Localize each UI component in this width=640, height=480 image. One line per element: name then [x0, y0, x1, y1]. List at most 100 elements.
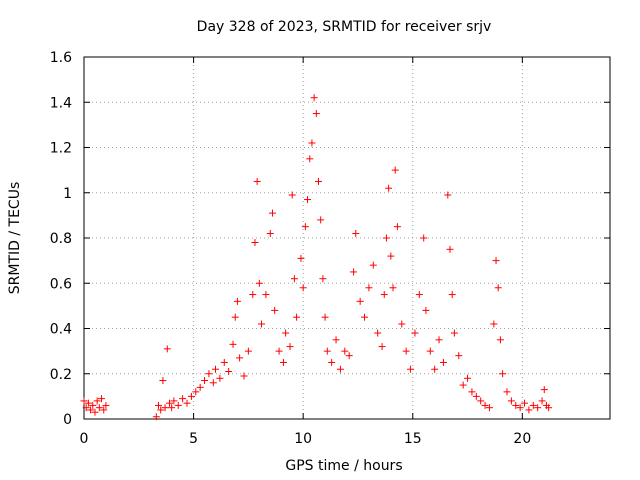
- data-point: [380, 291, 388, 299]
- data-point: [165, 399, 173, 407]
- data-point: [271, 306, 279, 314]
- data-point: [540, 386, 548, 394]
- data-point: [512, 401, 520, 409]
- data-point: [382, 234, 390, 242]
- y-tick-label: 0.6: [50, 276, 72, 292]
- data-point: [545, 404, 553, 412]
- data-point: [398, 320, 406, 328]
- data-point: [205, 370, 213, 378]
- data-point: [229, 340, 237, 348]
- data-point: [525, 406, 533, 414]
- data-point: [341, 347, 349, 355]
- data-point: [407, 365, 415, 373]
- data-point: [187, 392, 195, 400]
- data-point: [192, 388, 200, 396]
- data-point: [521, 399, 529, 407]
- data-point: [391, 166, 399, 174]
- data-point: [251, 239, 259, 247]
- chart-title: Day 328 of 2023, SRMTID for receiver srj…: [197, 19, 492, 35]
- data-point: [439, 358, 447, 366]
- data-point: [98, 395, 106, 403]
- data-point: [266, 229, 274, 237]
- data-point: [374, 329, 382, 337]
- x-tick-label: 15: [404, 431, 422, 447]
- data-point: [503, 388, 511, 396]
- data-point: [312, 110, 320, 118]
- y-tick-label: 0: [63, 412, 72, 428]
- data-point: [308, 139, 316, 147]
- x-axis-ticks: 0 5 10 15 20: [80, 57, 531, 447]
- data-point: [301, 223, 309, 231]
- data-point: [369, 261, 377, 269]
- data-point: [481, 401, 489, 409]
- data-point: [352, 229, 360, 237]
- data-point: [485, 404, 493, 412]
- data-point: [385, 184, 393, 192]
- data-point: [306, 155, 314, 163]
- data-point: [496, 336, 504, 344]
- data-point: [499, 370, 507, 378]
- data-point: [91, 408, 99, 416]
- data-point: [529, 401, 537, 409]
- data-point: [233, 297, 241, 305]
- data-points: [80, 94, 553, 421]
- data-point: [317, 216, 325, 224]
- data-point: [310, 94, 318, 102]
- data-point: [249, 291, 257, 299]
- data-point: [236, 354, 244, 362]
- data-point: [492, 257, 500, 265]
- data-point: [332, 336, 340, 344]
- data-point: [80, 397, 88, 405]
- data-point: [244, 347, 252, 355]
- data-point: [472, 392, 480, 400]
- data-point: [288, 191, 296, 199]
- data-point: [293, 313, 301, 321]
- y-tick-label: 0.4: [50, 322, 72, 338]
- data-point: [387, 252, 395, 260]
- data-point: [299, 284, 307, 292]
- y-axis-ticks: 0 0.2 0.4 0.6 0.8 1 1.2 1.4 1.6: [50, 50, 610, 428]
- data-point: [157, 406, 165, 414]
- data-point: [350, 268, 358, 276]
- data-point: [93, 397, 101, 405]
- data-point: [290, 275, 298, 283]
- data-point: [315, 177, 323, 185]
- data-point: [155, 401, 163, 409]
- data-point: [455, 352, 463, 360]
- data-point: [163, 345, 171, 353]
- data-point: [253, 177, 261, 185]
- data-point: [494, 284, 502, 292]
- x-axis-label: GPS time / hours: [285, 458, 402, 474]
- data-point: [170, 397, 178, 405]
- data-point: [444, 191, 452, 199]
- data-point: [336, 365, 344, 373]
- data-point: [240, 372, 248, 380]
- data-point: [328, 358, 336, 366]
- y-tick-label: 1.4: [50, 95, 72, 111]
- data-point: [196, 383, 204, 391]
- data-point: [420, 234, 428, 242]
- data-point: [161, 404, 169, 412]
- data-point: [220, 358, 228, 366]
- data-point: [468, 388, 476, 396]
- data-point: [415, 291, 423, 299]
- data-point: [279, 358, 287, 366]
- data-point: [323, 347, 331, 355]
- data-point: [225, 367, 233, 375]
- data-point: [102, 401, 110, 409]
- data-point: [258, 320, 266, 328]
- data-point: [89, 401, 97, 409]
- data-point: [168, 404, 176, 412]
- data-point: [459, 381, 467, 389]
- data-point: [426, 347, 434, 355]
- y-axis-label: SRMTID / TECUs: [7, 182, 23, 295]
- y-tick-label: 0.2: [50, 367, 72, 383]
- data-point: [361, 313, 369, 321]
- data-point: [411, 329, 419, 337]
- data-point: [231, 313, 239, 321]
- data-point: [216, 374, 224, 382]
- data-point: [345, 352, 353, 360]
- data-point: [516, 404, 524, 412]
- data-point: [95, 404, 103, 412]
